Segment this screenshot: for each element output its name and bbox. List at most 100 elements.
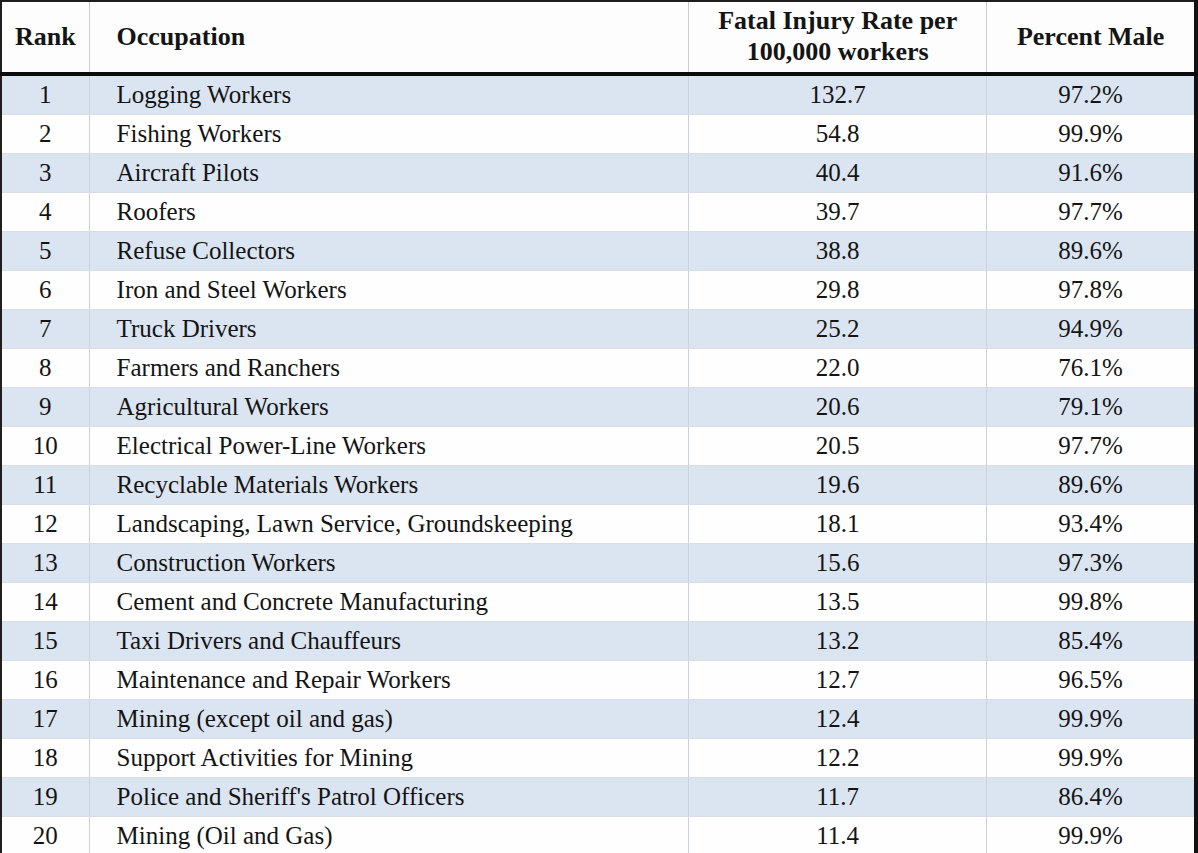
table-row: 1 Logging Workers 132.7 97.2% bbox=[1, 74, 1196, 115]
occupation-cell: Maintenance and Repair Workers bbox=[89, 661, 689, 700]
percent-male-cell: 97.7% bbox=[987, 427, 1196, 466]
fatal-injury-rate-cell: 132.7 bbox=[689, 74, 987, 115]
percent-male-cell: 91.6% bbox=[987, 154, 1196, 193]
table-body: 1 Logging Workers 132.7 97.2% 2 Fishing … bbox=[1, 74, 1196, 853]
rank-column-header: Rank bbox=[1, 1, 89, 74]
rank-cell: 11 bbox=[1, 466, 89, 505]
fatal-injury-rate-cell: 29.8 bbox=[689, 271, 987, 310]
percent-male-cell: 93.4% bbox=[987, 505, 1196, 544]
occupation-cell: Cement and Concrete Manufacturing bbox=[89, 583, 689, 622]
table-row: 17 Mining (except oil and gas) 12.4 99.9… bbox=[1, 700, 1196, 739]
fatal-injury-rate-cell: 20.6 bbox=[689, 388, 987, 427]
occupation-cell: Farmers and Ranchers bbox=[89, 349, 689, 388]
occupation-cell: Mining (except oil and gas) bbox=[89, 700, 689, 739]
fatal-injury-rate-column-header: Fatal Injury Rate per 100,000 workers bbox=[689, 1, 987, 74]
rank-cell: 3 bbox=[1, 154, 89, 193]
rank-cell: 8 bbox=[1, 349, 89, 388]
fatal-injury-table: Rank Occupation Fatal Injury Rate per 10… bbox=[0, 0, 1198, 853]
rate-header-line1: Fatal Injury Rate per bbox=[689, 6, 986, 37]
occupation-cell: Construction Workers bbox=[89, 544, 689, 583]
occupation-cell: Landscaping, Lawn Service, Groundskeepin… bbox=[89, 505, 689, 544]
percent-male-cell: 97.8% bbox=[987, 271, 1196, 310]
fatal-injury-rate-cell: 22.0 bbox=[689, 349, 987, 388]
percent-male-cell: 99.9% bbox=[987, 115, 1196, 154]
occupation-cell: Iron and Steel Workers bbox=[89, 271, 689, 310]
rank-cell: 16 bbox=[1, 661, 89, 700]
table-row: 15 Taxi Drivers and Chauffeurs 13.2 85.4… bbox=[1, 622, 1196, 661]
occupation-column-header: Occupation bbox=[89, 1, 689, 74]
rank-cell: 17 bbox=[1, 700, 89, 739]
table-row: 12 Landscaping, Lawn Service, Groundskee… bbox=[1, 505, 1196, 544]
percent-male-cell: 89.6% bbox=[987, 466, 1196, 505]
table-row: 13 Construction Workers 15.6 97.3% bbox=[1, 544, 1196, 583]
fatal-injury-rate-cell: 18.1 bbox=[689, 505, 987, 544]
rank-cell: 10 bbox=[1, 427, 89, 466]
percent-male-cell: 76.1% bbox=[987, 349, 1196, 388]
fatal-injury-rate-cell: 12.7 bbox=[689, 661, 987, 700]
table-row: 20 Mining (Oil and Gas) 11.4 99.9% bbox=[1, 817, 1196, 853]
fatal-injury-rate-cell: 40.4 bbox=[689, 154, 987, 193]
occupation-cell: Roofers bbox=[89, 193, 689, 232]
table-row: 16 Maintenance and Repair Workers 12.7 9… bbox=[1, 661, 1196, 700]
percent-male-cell: 99.9% bbox=[987, 817, 1196, 853]
percent-male-column-header: Percent Male bbox=[987, 1, 1196, 74]
table-row: 8 Farmers and Ranchers 22.0 76.1% bbox=[1, 349, 1196, 388]
table-row: 9 Agricultural Workers 20.6 79.1% bbox=[1, 388, 1196, 427]
table-row: 19 Police and Sheriff's Patrol Officers … bbox=[1, 778, 1196, 817]
rank-cell: 19 bbox=[1, 778, 89, 817]
header-row: Rank Occupation Fatal Injury Rate per 10… bbox=[1, 1, 1196, 74]
table-row: 10 Electrical Power-Line Workers 20.5 97… bbox=[1, 427, 1196, 466]
occupation-cell: Police and Sheriff's Patrol Officers bbox=[89, 778, 689, 817]
rank-cell: 7 bbox=[1, 310, 89, 349]
table-row: 7 Truck Drivers 25.2 94.9% bbox=[1, 310, 1196, 349]
fatal-injury-rate-cell: 11.7 bbox=[689, 778, 987, 817]
occupation-cell: Electrical Power-Line Workers bbox=[89, 427, 689, 466]
occupation-cell: Refuse Collectors bbox=[89, 232, 689, 271]
rank-cell: 14 bbox=[1, 583, 89, 622]
fatal-injury-rate-cell: 25.2 bbox=[689, 310, 987, 349]
table-row: 2 Fishing Workers 54.8 99.9% bbox=[1, 115, 1196, 154]
percent-male-cell: 99.8% bbox=[987, 583, 1196, 622]
rank-cell: 6 bbox=[1, 271, 89, 310]
fatal-injury-rate-cell: 39.7 bbox=[689, 193, 987, 232]
occupation-cell: Agricultural Workers bbox=[89, 388, 689, 427]
table-row: 4 Roofers 39.7 97.7% bbox=[1, 193, 1196, 232]
rank-cell: 2 bbox=[1, 115, 89, 154]
occupation-cell: Logging Workers bbox=[89, 74, 689, 115]
table-row: 14 Cement and Concrete Manufacturing 13.… bbox=[1, 583, 1196, 622]
occupation-cell: Truck Drivers bbox=[89, 310, 689, 349]
occupation-cell: Taxi Drivers and Chauffeurs bbox=[89, 622, 689, 661]
percent-male-cell: 99.9% bbox=[987, 739, 1196, 778]
fatal-injury-rate-cell: 38.8 bbox=[689, 232, 987, 271]
percent-male-cell: 89.6% bbox=[987, 232, 1196, 271]
percent-male-cell: 97.7% bbox=[987, 193, 1196, 232]
rank-cell: 4 bbox=[1, 193, 89, 232]
rank-cell: 9 bbox=[1, 388, 89, 427]
percent-male-cell: 94.9% bbox=[987, 310, 1196, 349]
rank-cell: 15 bbox=[1, 622, 89, 661]
occupation-cell: Aircraft Pilots bbox=[89, 154, 689, 193]
percent-male-cell: 85.4% bbox=[987, 622, 1196, 661]
fatal-injury-rate-cell: 20.5 bbox=[689, 427, 987, 466]
fatal-injury-rate-cell: 19.6 bbox=[689, 466, 987, 505]
table-row: 6 Iron and Steel Workers 29.8 97.8% bbox=[1, 271, 1196, 310]
percent-male-cell: 97.3% bbox=[987, 544, 1196, 583]
fatal-injury-rate-cell: 13.2 bbox=[689, 622, 987, 661]
occupation-cell: Support Activities for Mining bbox=[89, 739, 689, 778]
table-header: Rank Occupation Fatal Injury Rate per 10… bbox=[1, 1, 1196, 74]
rank-cell: 5 bbox=[1, 232, 89, 271]
fatal-injury-rate-cell: 12.2 bbox=[689, 739, 987, 778]
fatal-injury-rate-cell: 54.8 bbox=[689, 115, 987, 154]
percent-male-cell: 86.4% bbox=[987, 778, 1196, 817]
rank-cell: 18 bbox=[1, 739, 89, 778]
occupation-cell: Fishing Workers bbox=[89, 115, 689, 154]
table-row: 11 Recyclable Materials Workers 19.6 89.… bbox=[1, 466, 1196, 505]
fatal-injury-rate-cell: 15.6 bbox=[689, 544, 987, 583]
percent-male-cell: 99.9% bbox=[987, 700, 1196, 739]
fatal-injury-rate-cell: 12.4 bbox=[689, 700, 987, 739]
rank-cell: 1 bbox=[1, 74, 89, 115]
fatal-injury-rate-cell: 11.4 bbox=[689, 817, 987, 853]
percent-male-cell: 79.1% bbox=[987, 388, 1196, 427]
rank-cell: 12 bbox=[1, 505, 89, 544]
table-row: 18 Support Activities for Mining 12.2 99… bbox=[1, 739, 1196, 778]
